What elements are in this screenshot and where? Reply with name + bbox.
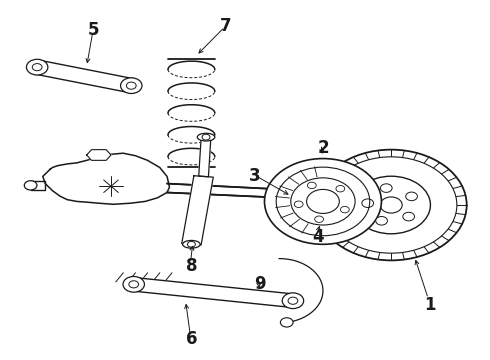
Circle shape (126, 82, 136, 89)
Circle shape (307, 182, 316, 189)
Polygon shape (87, 150, 111, 160)
Polygon shape (199, 137, 211, 177)
Circle shape (202, 134, 210, 140)
Circle shape (294, 201, 303, 207)
Polygon shape (132, 278, 294, 307)
Circle shape (129, 281, 139, 288)
Circle shape (362, 199, 373, 207)
Circle shape (121, 78, 142, 94)
Text: 2: 2 (317, 139, 329, 157)
Circle shape (406, 192, 417, 201)
Circle shape (265, 158, 381, 244)
Circle shape (341, 206, 349, 213)
Text: 5: 5 (88, 21, 99, 39)
Circle shape (288, 297, 298, 304)
Circle shape (352, 176, 430, 234)
Circle shape (315, 216, 323, 222)
Text: 3: 3 (249, 167, 261, 185)
Polygon shape (43, 153, 170, 204)
Polygon shape (306, 191, 316, 199)
Circle shape (289, 205, 298, 212)
Text: 7: 7 (220, 17, 231, 35)
Circle shape (26, 59, 48, 75)
Circle shape (376, 216, 388, 225)
Circle shape (316, 150, 466, 260)
Text: 1: 1 (424, 296, 436, 314)
Text: 9: 9 (254, 275, 266, 293)
Polygon shape (282, 192, 308, 223)
Circle shape (188, 242, 196, 247)
Circle shape (24, 181, 37, 190)
Circle shape (282, 293, 304, 309)
Circle shape (380, 184, 392, 192)
Polygon shape (35, 60, 134, 93)
Ellipse shape (197, 133, 215, 141)
Text: 6: 6 (186, 330, 197, 348)
Ellipse shape (183, 240, 200, 248)
Polygon shape (30, 181, 45, 190)
Circle shape (336, 185, 344, 192)
Circle shape (280, 318, 293, 327)
Circle shape (380, 197, 402, 213)
Circle shape (325, 157, 457, 253)
Text: 8: 8 (186, 257, 197, 275)
Circle shape (123, 276, 145, 292)
Polygon shape (182, 176, 213, 245)
Circle shape (403, 212, 415, 221)
Text: 4: 4 (312, 228, 324, 246)
Circle shape (32, 64, 42, 71)
